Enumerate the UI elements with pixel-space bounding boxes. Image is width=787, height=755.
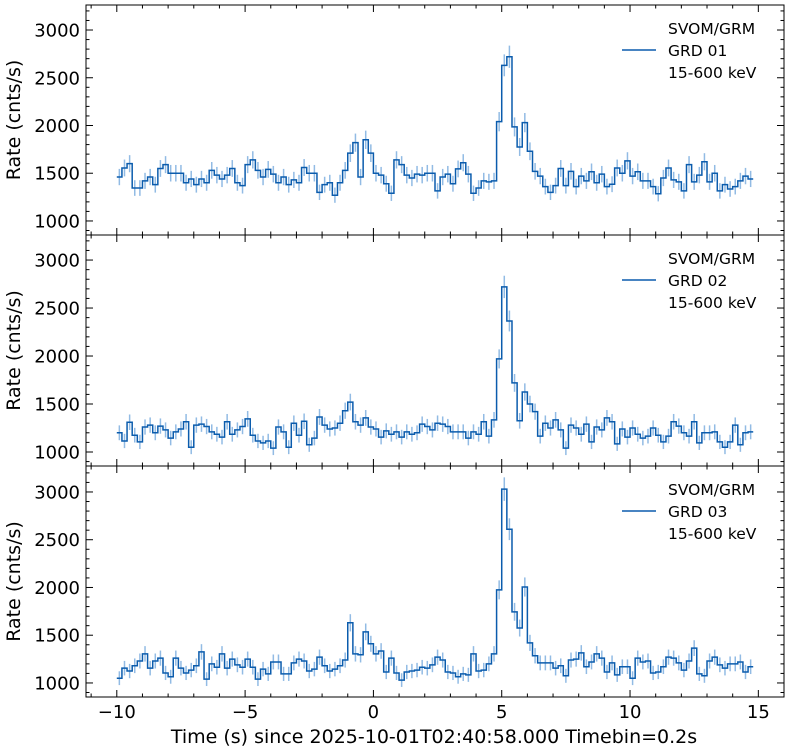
y-tick-label: 3000 [34,482,80,503]
y-tick-label: 1500 [34,626,80,647]
legend-text: 15-600 keV [668,525,757,543]
legend-text: 15-600 keV [668,64,757,82]
legend-text: GRD 02 [668,272,727,290]
error-bars [118,477,752,687]
y-tick-label: 2000 [34,347,80,368]
y-tick-label: 3000 [34,251,80,272]
legend-text: SVOM/GRM [668,481,755,499]
rate-step-line [116,286,754,449]
y-axis-label: Rate (cnts/s) [3,290,25,411]
panel-grd-3: 1000 1500 2000 2500 3000 Rate (cnts/s) SVOM/GR… [3,465,785,698]
x-tick-label: −5 [232,702,259,723]
legend: SVOM/GRM GRD 03 15-600 keV [622,481,757,543]
legend-text: SVOM/GRM [668,250,755,268]
legend-text: GRD 01 [668,42,727,60]
panel-frame [85,4,785,236]
y-tick-label: 3000 [34,21,80,42]
y-tick-label: 1500 [34,164,80,185]
legend: SVOM/GRM GRD 02 15-600 keV [622,250,757,312]
rate-step-line [116,56,754,196]
y-tick-label: 1000 [34,673,80,694]
y-tick-label: 2000 [34,116,80,137]
y-tick-label: 2000 [34,578,80,599]
y-tick-label: 1500 [34,395,80,416]
y-axis-label: Rate (cnts/s) [3,60,25,181]
x-axis-label: Time (s) since 2025-10-01T02:40:58.000 T… [170,726,697,748]
legend-text: 15-600 keV [668,294,757,312]
panel-grd-1: 1000 1500 2000 2500 3000 Rate (cnts/s) SVOM/GR… [3,4,785,236]
x-tick-label: 5 [496,702,507,723]
y-tick-label: 1000 [34,442,80,463]
y-tick-label: 2500 [34,299,80,320]
y-axis-label: Rate (cnts/s) [3,521,25,642]
x-tick-label: 0 [368,702,379,723]
x-tick-label: −10 [98,702,136,723]
legend: SVOM/GRM GRD 01 15-600 keV [622,20,757,82]
rate-step-line [116,488,754,681]
legend-text: GRD 03 [668,503,727,521]
y-tick-label: 2500 [34,68,80,89]
y-tick-label: 2500 [34,530,80,551]
y-tick-label: 1000 [34,211,80,232]
x-tick-label: 15 [747,702,770,723]
panel-grd-2: 1000 1500 2000 2500 3000 Rate (cnts/s) SVOM/GR… [3,234,785,467]
legend-text: SVOM/GRM [668,20,755,38]
x-tick-label: 10 [619,702,642,723]
panel-frame [85,465,785,698]
